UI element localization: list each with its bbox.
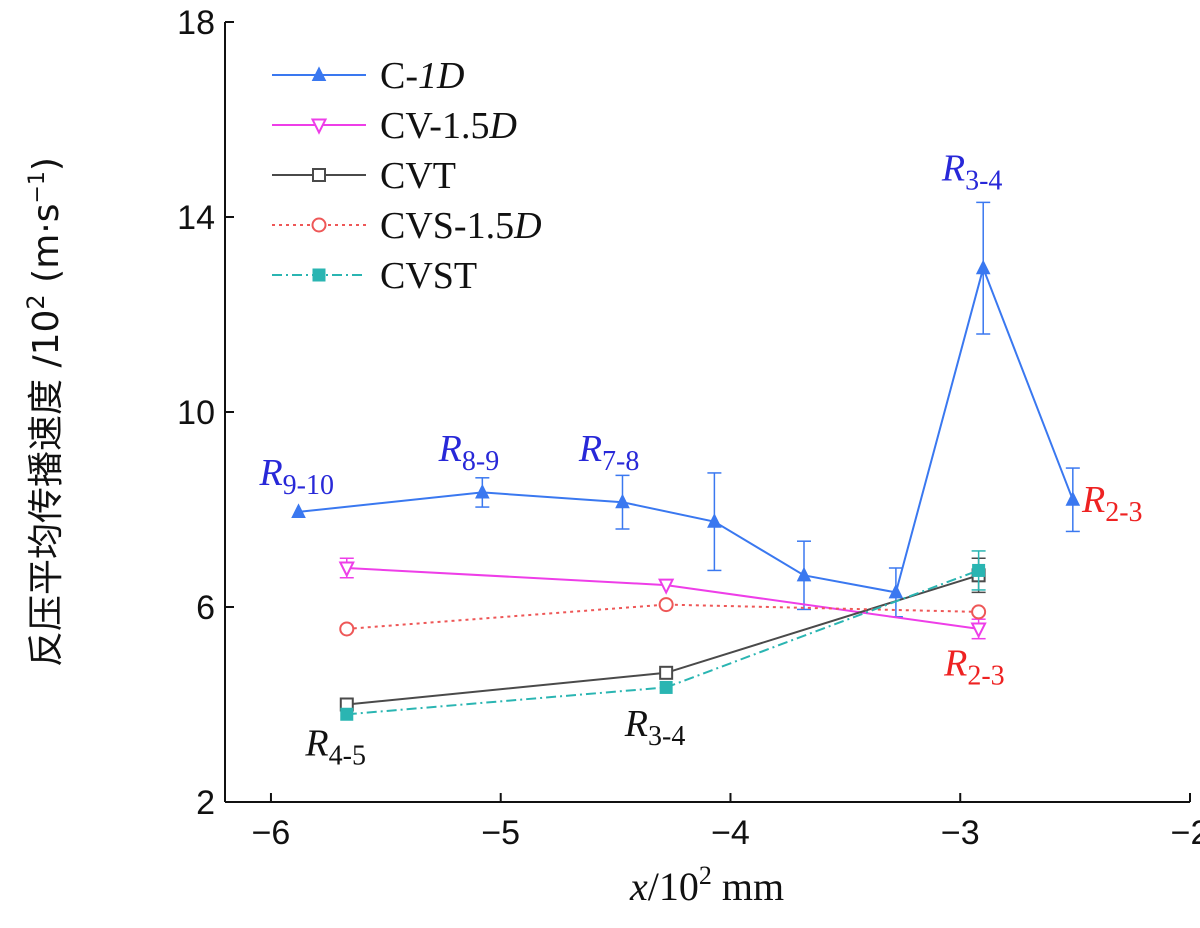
segment-annotation: R8-9 [438, 428, 500, 477]
x-tick-label: −3 [941, 814, 980, 852]
x-axis-title-var: x [629, 864, 648, 909]
segment-annotation: R2-3 [943, 642, 1005, 691]
axes: −6 −5 −4 −3 −2 2 6 10 14 18 [177, 4, 1200, 852]
y-tick-label: 14 [177, 199, 215, 237]
y-tick-label: 6 [196, 589, 215, 627]
data-point [888, 583, 904, 599]
legend-marker [311, 217, 327, 233]
annotation-subscript: 4-5 [329, 741, 366, 772]
y-tick-label: 18 [177, 4, 215, 42]
legend-label-italic: D [513, 205, 541, 247]
annotation-main: R [1081, 479, 1105, 521]
data-point [1065, 491, 1081, 506]
annotation-main: R [943, 642, 967, 684]
x-tick-label: −5 [481, 814, 520, 852]
annotation-subscript: 8-9 [462, 446, 499, 477]
series-layer [291, 201, 1081, 721]
segment-annotation: R2-3 [1081, 479, 1143, 528]
legend-label-italic: 1D [418, 55, 464, 97]
data-point [340, 707, 354, 721]
data-point [291, 503, 306, 518]
data-point [338, 561, 355, 578]
annotation-subscript: 7-8 [602, 446, 639, 477]
data-point [707, 513, 722, 528]
legend-label: CVST [380, 255, 477, 297]
data-point [658, 578, 675, 595]
annotation-subscript: 9-10 [283, 470, 334, 501]
data-point [658, 597, 674, 613]
y-axis-title-unit-exp: −1 [25, 171, 50, 203]
legend-label-italic: D [488, 105, 516, 147]
legend-label: CVS-1.5D [380, 205, 542, 247]
segment-annotation: R4-5 [304, 723, 366, 772]
annotation-main: R [304, 723, 328, 765]
legend-label: CV-1.5D [380, 105, 517, 147]
data-point [975, 259, 991, 275]
legend-label-text: CVS-1.5 [380, 205, 514, 247]
series-cvs-1-5d [339, 597, 987, 637]
annotation-subscript: 2-3 [1105, 497, 1142, 528]
series-line [346, 603, 979, 630]
data-point [970, 622, 987, 639]
x-tick-label: −6 [252, 814, 291, 852]
y-axis-title-text: 反压平均传播速度 /10 [26, 310, 67, 667]
segment-annotation: R9-10 [258, 452, 334, 501]
data-point [615, 493, 630, 509]
y-tick-label: 2 [196, 784, 215, 822]
y-tick-label: 10 [177, 394, 215, 432]
legend-label-text: CVT [380, 155, 456, 197]
legend-item: CVT [272, 155, 456, 197]
y-axis-title-close: ) [26, 157, 67, 171]
legend-label-text: CVST [380, 255, 477, 297]
segment-annotation: R7-8 [578, 428, 640, 477]
legend-item: C-1D [272, 55, 464, 97]
x-axis-title-unit: mm [712, 864, 784, 909]
legend-label: C-1D [380, 55, 464, 97]
legend-label-text: C- [380, 55, 418, 97]
legend-marker [312, 268, 326, 282]
x-axis-title: x/102 mm [629, 861, 784, 909]
legend-item: CV-1.5D [272, 105, 517, 147]
annotation-main: R [941, 147, 965, 189]
x-tick-label: −2 [1171, 814, 1200, 852]
annotation-main: R [438, 428, 462, 470]
data-point [971, 604, 987, 620]
legend-marker [312, 168, 326, 182]
series-line [298, 264, 1074, 594]
data-point [796, 566, 812, 582]
data-point [475, 483, 490, 499]
legend-marker [310, 118, 328, 135]
series-c-1d [291, 201, 1081, 618]
data-point [659, 665, 674, 680]
annotation-subscript: 3-4 [648, 721, 685, 752]
data-point [339, 621, 355, 637]
annotation-main: R [624, 703, 648, 745]
legend-item: CVS-1.5D [272, 205, 542, 247]
x-tick-label: −4 [711, 814, 750, 852]
data-point [972, 563, 986, 577]
legend-label-text: CV-1.5 [380, 105, 489, 147]
legend-label: CVT [380, 155, 456, 197]
data-point [659, 680, 673, 694]
y-axis-title-exp: 2 [22, 294, 50, 309]
x-axis-title-scale: /10 [648, 864, 699, 909]
x-axis-title-exp: 2 [699, 861, 712, 890]
annotation-main: R [258, 452, 282, 494]
annotation-main: R [578, 428, 602, 470]
annotation-subscript: 2-3 [967, 660, 1004, 691]
series-cvst [340, 550, 986, 721]
annotation-subscript: 3-4 [965, 165, 1002, 196]
series-cv-1-5d [338, 557, 987, 640]
y-axis-title-unit: (m·s [26, 204, 67, 295]
legend-marker [311, 66, 327, 81]
segment-annotation: R3-4 [624, 703, 686, 752]
y-axis-title: 反压平均传播速度 /102 (m·s−1) [22, 157, 67, 667]
segment-annotation: R3-4 [941, 147, 1003, 196]
legend-item: CVST [272, 255, 477, 297]
